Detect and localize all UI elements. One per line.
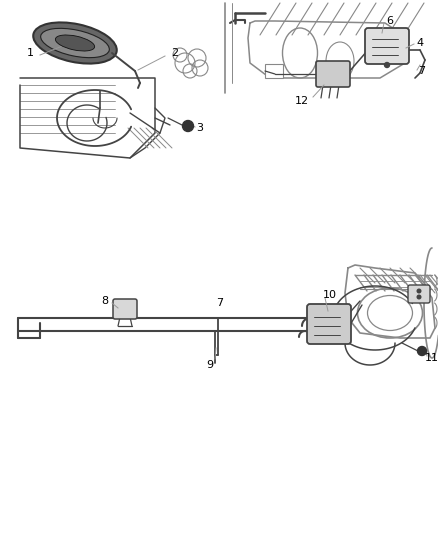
Text: 1: 1 <box>27 48 33 58</box>
FancyBboxPatch shape <box>365 28 409 64</box>
Text: 8: 8 <box>102 296 109 306</box>
Ellipse shape <box>33 22 117 63</box>
Text: 2: 2 <box>171 48 179 58</box>
Text: 7: 7 <box>418 66 426 76</box>
Text: 3: 3 <box>197 123 204 133</box>
FancyBboxPatch shape <box>408 285 430 303</box>
Text: 11: 11 <box>425 353 438 363</box>
Bar <box>265 64 283 78</box>
Circle shape <box>385 62 389 68</box>
Circle shape <box>183 120 194 132</box>
FancyBboxPatch shape <box>316 61 350 87</box>
Circle shape <box>417 295 421 299</box>
Circle shape <box>417 289 421 293</box>
Text: 12: 12 <box>295 96 309 106</box>
FancyBboxPatch shape <box>307 304 351 344</box>
Text: 7: 7 <box>216 298 223 308</box>
Ellipse shape <box>55 35 95 51</box>
Ellipse shape <box>41 28 110 58</box>
Text: 4: 4 <box>417 38 424 48</box>
Text: 6: 6 <box>386 16 393 26</box>
Text: 10: 10 <box>323 290 337 300</box>
FancyBboxPatch shape <box>113 299 137 319</box>
Text: 9: 9 <box>206 360 214 370</box>
Circle shape <box>417 346 427 356</box>
